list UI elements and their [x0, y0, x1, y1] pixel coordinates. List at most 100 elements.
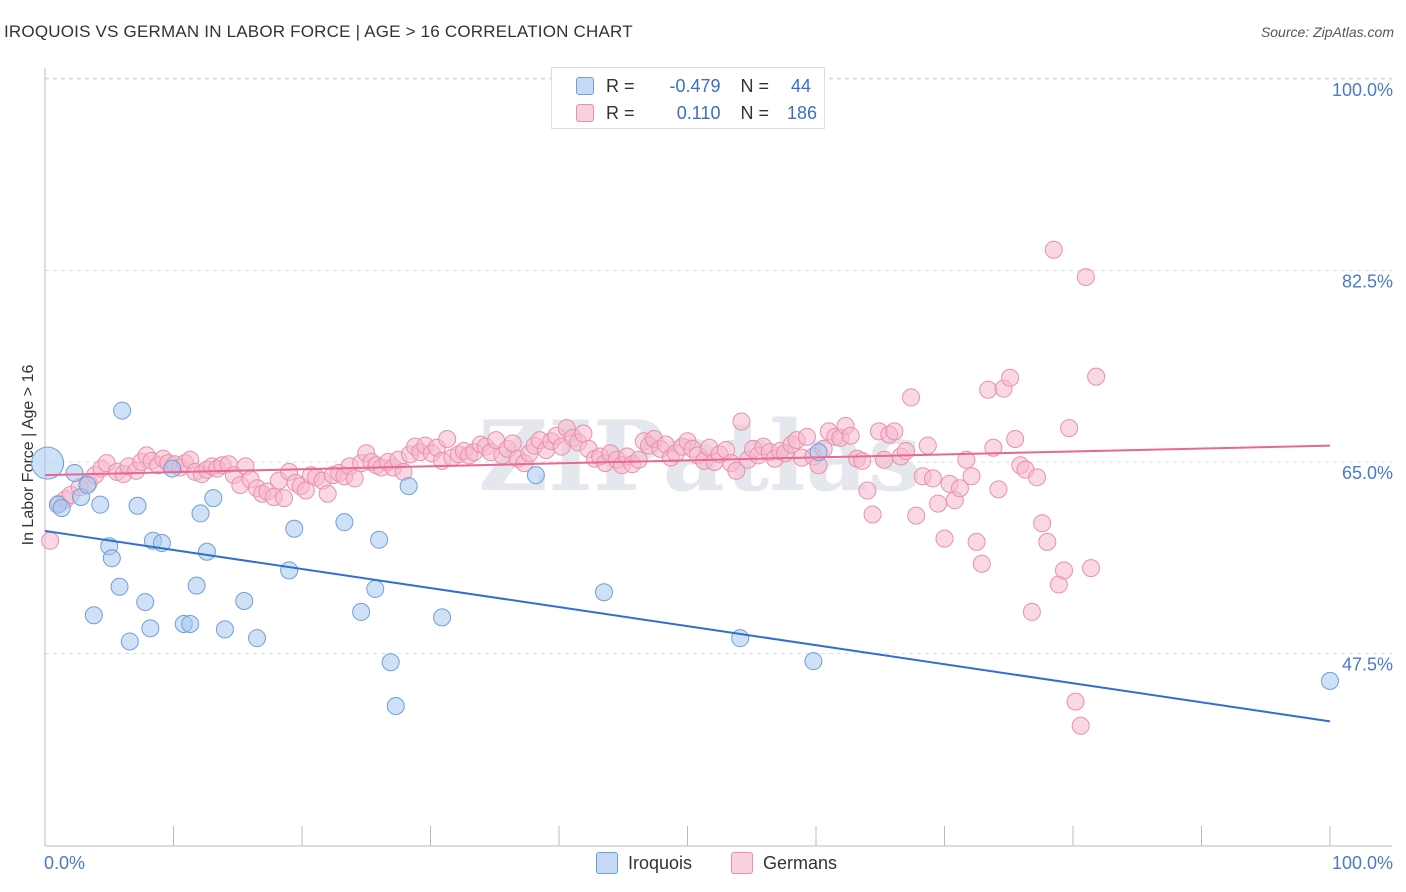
point-iroquois [52, 498, 71, 517]
point-germans [841, 426, 860, 445]
point-iroquois [526, 466, 545, 485]
point-iroquois [136, 593, 155, 612]
series-legend-item-iroquois[interactable]: Iroquois [596, 852, 692, 874]
legend-r-value-iroquois: -0.479 [669, 75, 721, 96]
point-germans [950, 479, 969, 498]
point-germans [1081, 559, 1100, 578]
point-iroquois [31, 446, 65, 480]
point-iroquois [141, 619, 160, 638]
point-germans [962, 467, 981, 486]
point-germans [727, 461, 746, 480]
point-germans [503, 434, 522, 453]
legend-row-germans: R = 0.110 N = 186 [576, 102, 817, 124]
point-iroquois [113, 401, 132, 420]
point-germans [1028, 468, 1047, 487]
point-iroquois [248, 629, 267, 648]
series-swatch-germans [731, 852, 753, 874]
point-germans [907, 506, 926, 525]
legend-swatch-germans [576, 104, 594, 122]
point-germans [798, 427, 817, 446]
series-legend-label-germans: Germans [763, 852, 838, 873]
point-iroquois [120, 632, 139, 651]
point-iroquois [65, 463, 84, 482]
point-germans [345, 469, 364, 488]
point-germans [853, 451, 872, 470]
point-iroquois [381, 653, 400, 672]
point-iroquois [191, 504, 210, 523]
trendline-iroquois [44, 529, 1331, 723]
y-tick-label: 47.5% [1342, 655, 1393, 675]
point-iroquois [84, 606, 103, 625]
point-germans [984, 438, 1003, 457]
trendline-germans [44, 444, 1331, 477]
point-germans [1044, 240, 1063, 259]
legend-r-label: R = [606, 75, 635, 96]
point-iroquois [91, 495, 110, 514]
point-germans [1060, 419, 1079, 438]
point-iroquois [78, 475, 97, 494]
point-iroquois [399, 477, 418, 496]
point-germans [1033, 514, 1052, 533]
point-germans [1001, 368, 1020, 387]
point-iroquois [163, 459, 182, 478]
point-iroquois [433, 608, 452, 627]
point-germans [1071, 716, 1090, 735]
point-iroquois [102, 549, 121, 568]
point-germans [438, 430, 457, 449]
point-germans [935, 529, 954, 548]
point-germans [574, 424, 593, 443]
point-germans [902, 388, 921, 407]
point-germans [967, 532, 986, 551]
point-germans [1055, 561, 1074, 580]
y-tick-label: 65.0% [1342, 463, 1393, 483]
point-iroquois [386, 697, 405, 716]
point-iroquois [204, 489, 223, 508]
legend-swatch-iroquois [576, 77, 594, 95]
x-tick-label-min: 0.0% [44, 853, 86, 873]
point-iroquois [110, 577, 129, 596]
point-iroquois [197, 542, 216, 561]
point-iroquois [128, 496, 147, 515]
point-germans [896, 442, 915, 461]
point-germans [629, 450, 648, 469]
legend-n-label: N = [740, 102, 770, 123]
point-germans [1006, 430, 1025, 449]
legend-r-value-germans: 0.110 [676, 102, 721, 123]
point-germans [923, 469, 942, 488]
y-tick-label: 100.0% [1332, 80, 1393, 100]
legend-n-value-germans: 186 [786, 102, 818, 123]
point-iroquois [235, 591, 254, 610]
point-germans [858, 481, 877, 500]
series-legend-item-germans[interactable]: Germans [731, 852, 837, 874]
point-germans [1066, 692, 1085, 711]
x-tick-label-max: 100.0% [1331, 853, 1393, 873]
series-legend: Iroquois Germans [0, 852, 1406, 876]
point-iroquois [370, 530, 389, 549]
point-germans [1087, 367, 1106, 386]
point-iroquois [352, 602, 371, 621]
point-iroquois [181, 614, 200, 633]
point-germans [918, 436, 937, 455]
correlation-legend: R = -0.479 N = 44 R = 0.110 N = 186 [551, 67, 825, 129]
point-iroquois [280, 561, 299, 580]
legend-n-label: N = [740, 75, 770, 96]
legend-r-label: R = [606, 102, 635, 123]
point-iroquois [594, 583, 613, 602]
point-iroquois [804, 652, 823, 671]
point-germans [885, 422, 904, 441]
point-germans [1022, 602, 1041, 621]
chart-title: IROQUOIS VS GERMAN IN LABOR FORCE | AGE … [4, 22, 633, 41]
point-iroquois [187, 576, 206, 595]
series-legend-label-iroquois: Iroquois [628, 852, 693, 873]
legend-n-value-iroquois: 44 [791, 75, 812, 96]
point-germans [318, 484, 337, 503]
point-germans [275, 489, 294, 508]
point-iroquois [285, 519, 304, 538]
source-label: Source: ZipAtlas.com [1260, 24, 1394, 40]
point-germans [979, 380, 998, 399]
point-germans [1038, 532, 1057, 551]
point-germans [863, 505, 882, 524]
legend-row-iroquois: R = -0.479 N = 44 [576, 75, 811, 97]
point-germans [929, 494, 948, 513]
point-germans [732, 412, 751, 431]
